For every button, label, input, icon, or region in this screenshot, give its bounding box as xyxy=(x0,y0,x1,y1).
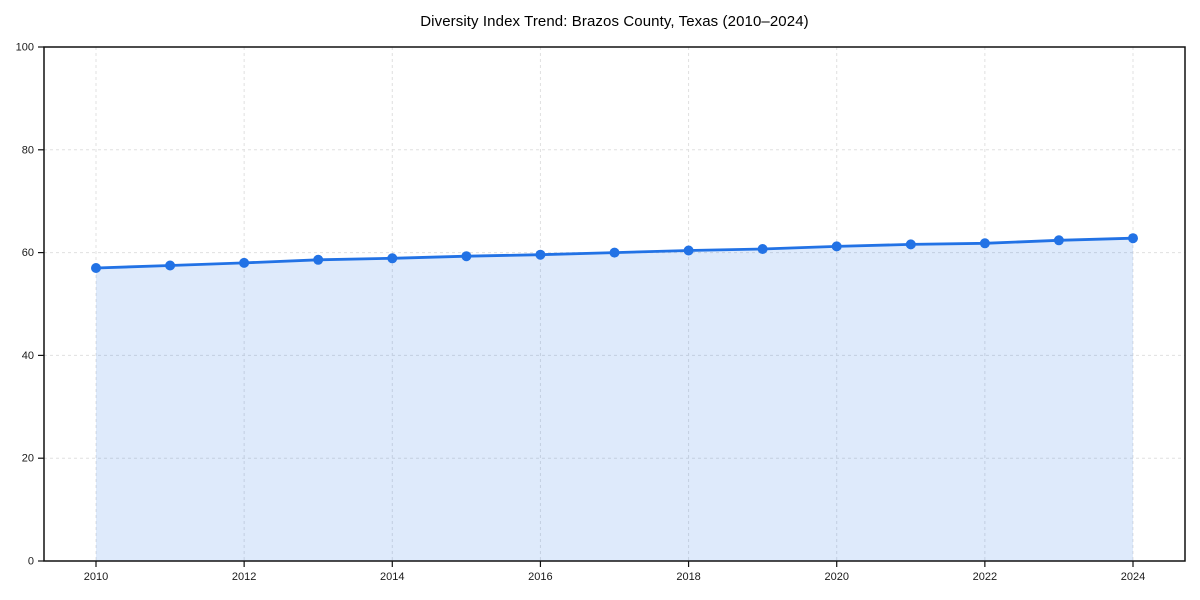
y-tick-label: 20 xyxy=(22,453,34,465)
area-fill xyxy=(96,238,1133,561)
x-tick-label: 2016 xyxy=(528,571,552,583)
data-point-2021 xyxy=(905,239,916,250)
data-point-2011 xyxy=(165,260,176,271)
data-point-2020 xyxy=(831,241,842,252)
data-point-2016 xyxy=(535,249,546,260)
y-tick-label: 0 xyxy=(28,556,34,568)
data-point-2022 xyxy=(979,238,990,249)
x-tick-label: 2020 xyxy=(824,571,848,583)
x-tick-label: 2022 xyxy=(973,571,997,583)
data-point-2015 xyxy=(461,251,472,262)
x-tick-label: 2024 xyxy=(1121,571,1145,583)
data-point-2023 xyxy=(1053,235,1064,246)
y-tick-label: 80 xyxy=(22,144,34,156)
x-tick-label: 2018 xyxy=(676,571,700,583)
x-tick-label: 2012 xyxy=(232,571,256,583)
data-point-2024 xyxy=(1128,233,1138,244)
chart-title: Diversity Index Trend: Brazos County, Te… xyxy=(420,13,809,30)
y-tick-label: 60 xyxy=(22,247,34,259)
y-tick-label: 100 xyxy=(16,42,34,54)
data-point-2019 xyxy=(757,244,768,254)
data-point-2013 xyxy=(313,254,324,265)
x-tick-label: 2010 xyxy=(84,571,108,583)
data-point-2018 xyxy=(683,245,694,256)
x-tick-label: 2014 xyxy=(380,571,404,583)
data-point-2014 xyxy=(387,253,398,264)
y-tick-label: 40 xyxy=(22,350,34,362)
data-point-2012 xyxy=(239,257,250,268)
plot-border xyxy=(43,46,1186,562)
data-point-2017 xyxy=(609,247,620,258)
data-point-2010 xyxy=(91,263,101,273)
